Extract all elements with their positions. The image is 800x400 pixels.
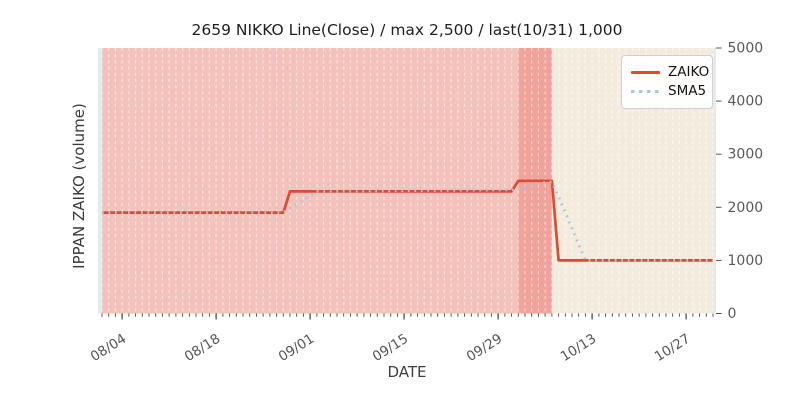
zaiko-line-swatch bbox=[631, 71, 660, 74]
y-tick-label: 1000 bbox=[728, 253, 764, 269]
x-tick-label: 09/29 bbox=[464, 331, 505, 365]
y-tick-label: 0 bbox=[728, 306, 737, 322]
legend-item-sma5: SMA5 bbox=[631, 82, 707, 101]
y-tick-label: 5000 bbox=[728, 41, 764, 57]
x-tick-label: 08/04 bbox=[88, 331, 129, 365]
gridlines bbox=[101, 48, 714, 314]
x-tick-label: 09/15 bbox=[370, 331, 411, 365]
x-tick-label: 09/01 bbox=[276, 331, 317, 365]
x-axis-label: DATE bbox=[387, 363, 427, 381]
legend: ZAIKO SMA5 bbox=[621, 55, 713, 109]
y-tick-label: 2000 bbox=[728, 200, 764, 216]
y-ticks: 0 1000 2000 3000 4000 5000 bbox=[716, 41, 764, 322]
legend-item-zaiko: ZAIKO bbox=[631, 63, 709, 82]
x-major-ticks: 08/04 08/18 09/01 09/15 09/29 10/13 10/27 bbox=[88, 313, 693, 365]
sma5-dots-swatch bbox=[631, 90, 660, 93]
legend-label-zaiko: ZAIKO bbox=[668, 63, 710, 80]
chart-title: 2659 NIKKO Line(Close) / max 2,500 / las… bbox=[191, 21, 623, 39]
x-tick-label: 10/13 bbox=[558, 331, 599, 365]
series-line-zaiko bbox=[102, 179, 713, 262]
legend-label-sma5: SMA5 bbox=[668, 82, 707, 99]
y-tick-label: 4000 bbox=[728, 94, 764, 110]
x-minor-ticks bbox=[101, 313, 714, 317]
y-axis-label: IPPAN ZAIKO (volume) bbox=[70, 103, 88, 269]
x-tick-label: 08/18 bbox=[182, 331, 223, 365]
y-tick-label: 3000 bbox=[728, 147, 764, 163]
x-tick-label: 10/27 bbox=[652, 331, 693, 365]
series-line-sma5 bbox=[102, 180, 713, 262]
